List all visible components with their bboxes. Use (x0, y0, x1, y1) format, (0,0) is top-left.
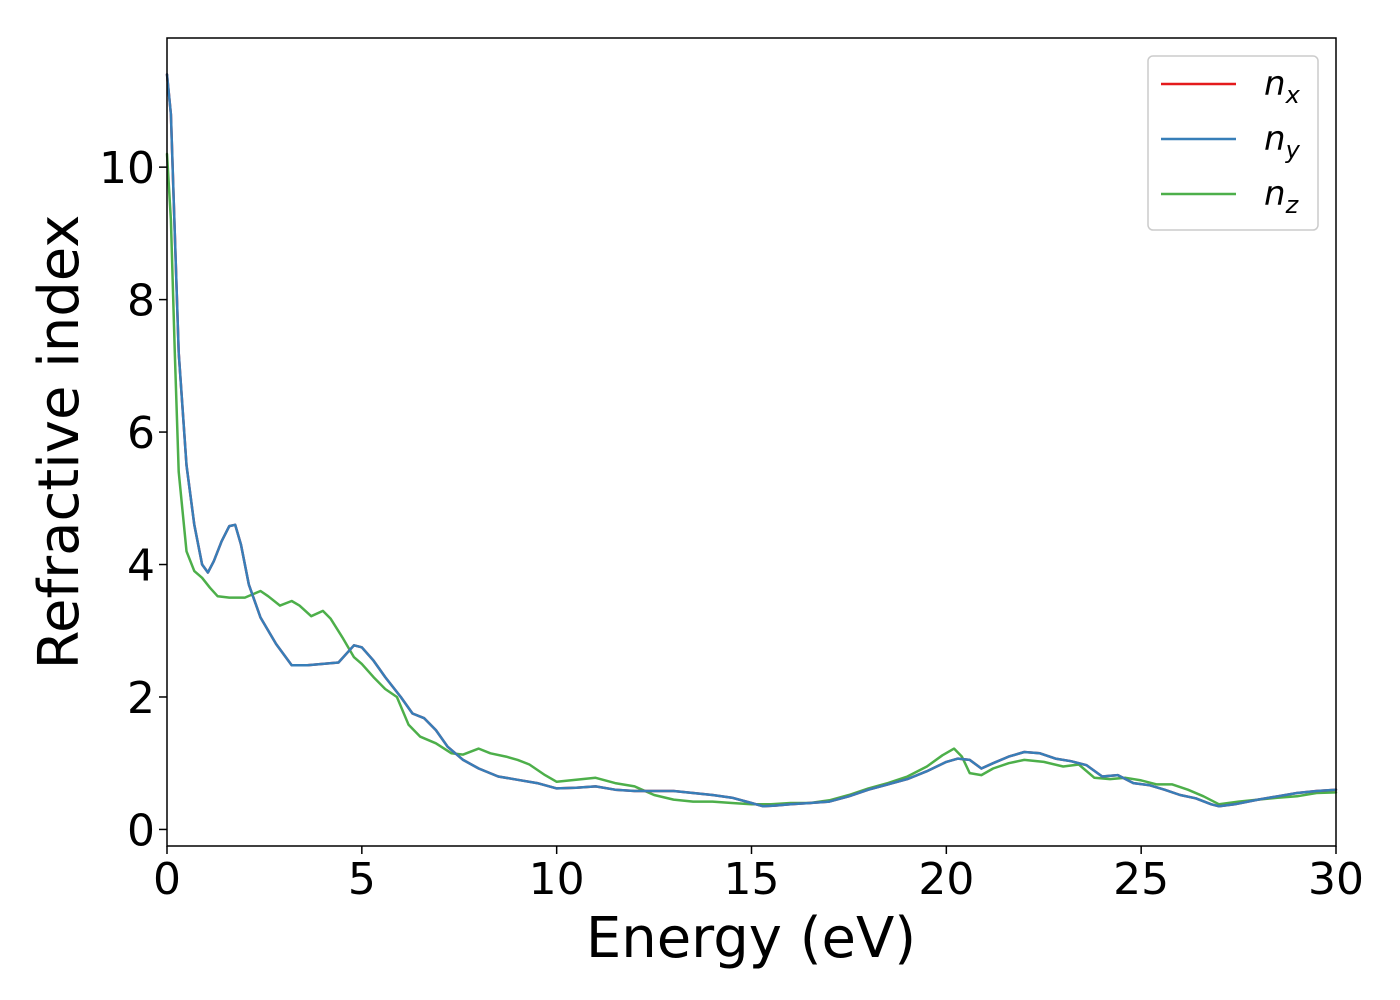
legend-label-nz: nz (1264, 174, 1300, 219)
x-tick-label: 0 (153, 854, 181, 905)
x-tick-label: 25 (1113, 854, 1169, 905)
y-tick-label: 6 (127, 408, 155, 459)
y-tick-label: 4 (127, 541, 155, 592)
y-tick-label: 10 (99, 143, 155, 194)
x-tick-label: 5 (348, 854, 376, 905)
series-layer (165, 73, 1338, 808)
y-tick-label: 2 (127, 673, 155, 724)
x-axis-title: Energy (eV) (586, 906, 916, 971)
x-axis-ticks: 0 5 10 15 20 25 30 (153, 846, 1364, 905)
x-tick-label: 10 (529, 854, 585, 905)
series-line-ny (165, 73, 1338, 808)
y-tick-label: 0 (127, 805, 155, 856)
x-tick-label: 20 (918, 854, 974, 905)
x-tick-label: 30 (1308, 854, 1364, 905)
legend-label-ny: ny (1264, 119, 1301, 164)
legend-label-nx: nx (1264, 64, 1301, 109)
y-axis-ticks: 0 2 4 6 8 10 (99, 143, 167, 856)
y-tick-label: 8 (127, 276, 155, 327)
series-line-nz (165, 152, 1338, 806)
legend-box (1147, 55, 1319, 231)
y-axis-title: Refractive index (27, 215, 92, 670)
x-tick-label: 15 (724, 854, 780, 905)
legend: nx ny nz (1147, 55, 1319, 231)
